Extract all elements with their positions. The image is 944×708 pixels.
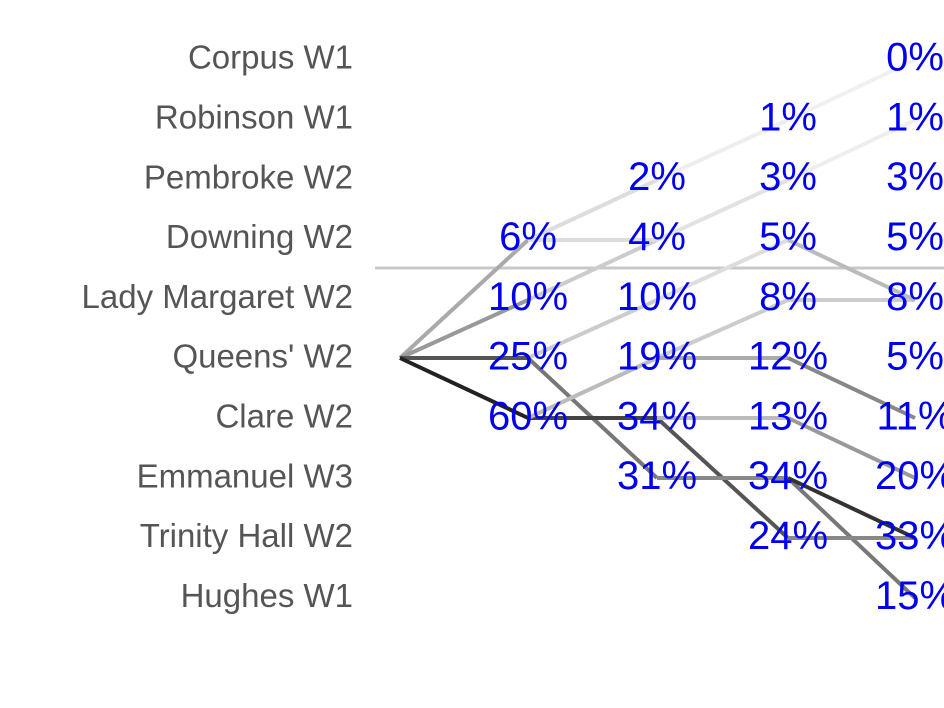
probability-label: 0% bbox=[886, 36, 944, 80]
crew-label: Robinson W1 bbox=[155, 99, 353, 136]
probability-label: 60% bbox=[488, 394, 568, 438]
probability-label: 19% bbox=[617, 335, 697, 379]
probability-label: 2% bbox=[628, 155, 686, 199]
probability-label: 25% bbox=[488, 335, 568, 379]
probability-label: 3% bbox=[886, 155, 944, 199]
probability-label: 12% bbox=[748, 335, 828, 379]
crew-label: Trinity Hall W2 bbox=[140, 517, 353, 554]
probability-label: 15% bbox=[875, 574, 944, 618]
probability-label: 1% bbox=[886, 95, 944, 139]
crew-label: Clare W2 bbox=[215, 398, 353, 435]
probability-label: 31% bbox=[617, 454, 697, 498]
probability-label: 4% bbox=[628, 215, 686, 259]
probability-label: 33% bbox=[875, 514, 944, 558]
probability-label: 10% bbox=[488, 275, 568, 319]
crew-label: Corpus W1 bbox=[188, 39, 353, 76]
probability-label: 11% bbox=[876, 394, 944, 438]
probability-label: 34% bbox=[617, 394, 697, 438]
crew-label: Queens' W2 bbox=[172, 338, 353, 375]
probability-label: 13% bbox=[748, 394, 828, 438]
probability-label: 5% bbox=[886, 335, 944, 379]
probability-label: 34% bbox=[748, 454, 828, 498]
probability-label: 8% bbox=[759, 275, 817, 319]
transition-lines bbox=[375, 58, 944, 600]
crew-label: Downing W2 bbox=[166, 218, 353, 255]
probability-label: 5% bbox=[759, 215, 817, 259]
probability-label: 24% bbox=[748, 514, 828, 558]
probability-label: 8% bbox=[886, 275, 944, 319]
probability-label: 6% bbox=[499, 215, 557, 259]
crew-label: Lady Margaret W2 bbox=[82, 278, 353, 315]
probability-label: 3% bbox=[759, 155, 817, 199]
crew-label: Hughes W1 bbox=[181, 577, 353, 614]
crew-label: Pembroke W2 bbox=[144, 158, 353, 195]
probability-label: 5% bbox=[886, 215, 944, 259]
probability-label: 1% bbox=[759, 95, 817, 139]
probability-label: 10% bbox=[617, 275, 697, 319]
crew-label: Emmanuel W3 bbox=[137, 457, 353, 494]
probability-label: 20% bbox=[875, 454, 944, 498]
